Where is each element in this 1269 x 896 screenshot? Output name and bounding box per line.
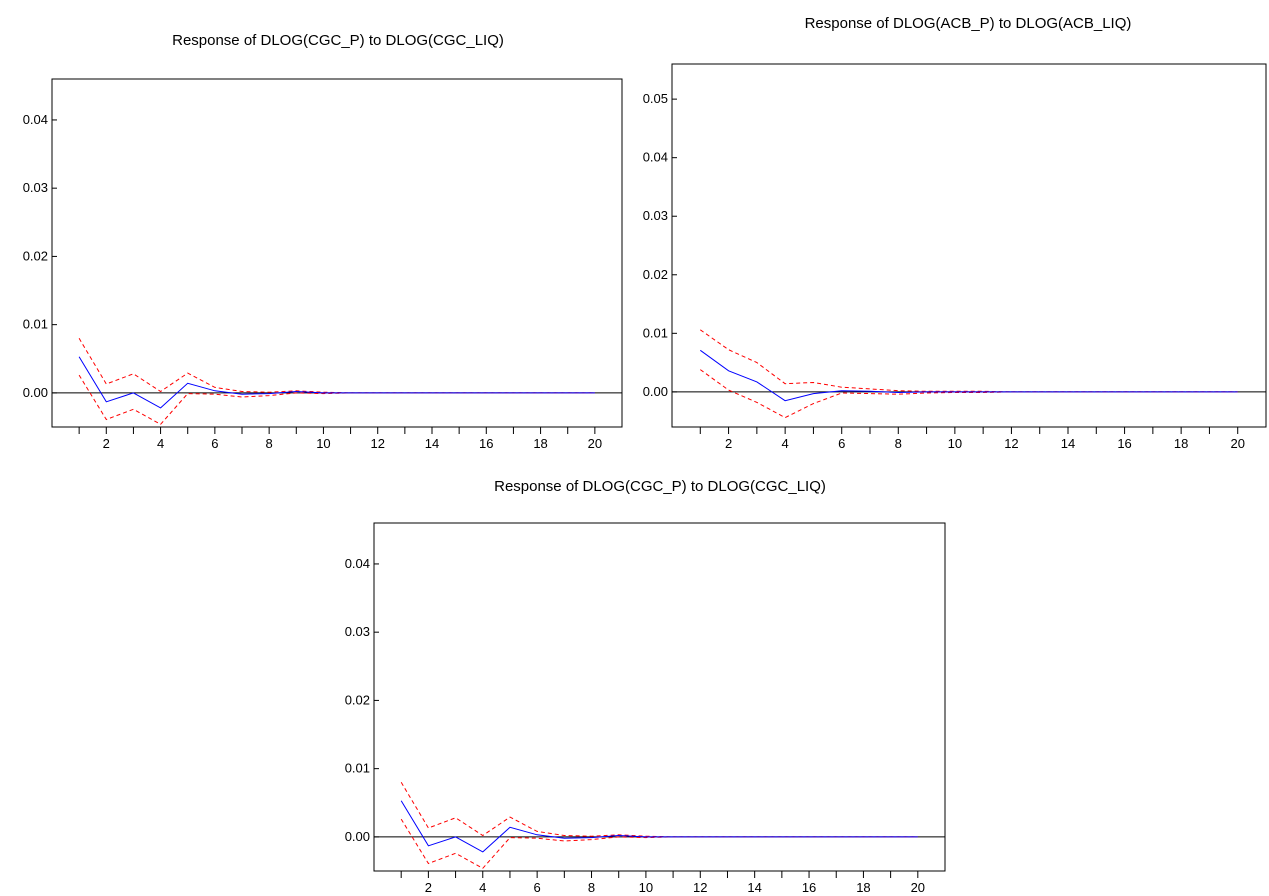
y-tick-label: 0.03 — [345, 624, 370, 639]
confidence-band-line — [400, 782, 918, 838]
x-tick-label: 14 — [1061, 436, 1075, 451]
chart-title: Response of DLOG(CGC_P) to DLOG(CGC_LIQ) — [172, 32, 504, 49]
x-tick-label: 8 — [895, 436, 902, 451]
x-tick-label: 8 — [588, 880, 595, 895]
x-tick-label: 10 — [639, 880, 653, 895]
x-tick-label: 16 — [1117, 436, 1131, 451]
x-tick-label: 10 — [948, 436, 962, 451]
x-tick-label: 18 — [1174, 436, 1188, 451]
confidence-band-line — [78, 338, 595, 394]
x-tick-label: 16 — [802, 880, 816, 895]
x-tick-label: 10 — [316, 436, 330, 451]
y-tick-label: 0.01 — [643, 325, 668, 340]
y-tick-label: 0.03 — [23, 180, 48, 195]
y-tick-label: 0.00 — [23, 385, 48, 400]
y-tick-label: 0.04 — [643, 150, 668, 165]
confidence-band-line — [400, 818, 918, 869]
x-tick-label: 6 — [211, 436, 218, 451]
y-tick-label: 0.02 — [23, 248, 48, 263]
plot-frame — [51, 78, 623, 428]
x-tick-label: 14 — [425, 436, 439, 451]
plot-frame — [373, 522, 946, 872]
y-tick-label: 0.02 — [643, 267, 668, 282]
y-tick-label: 0.01 — [345, 761, 370, 776]
x-tick-label: 4 — [479, 880, 486, 895]
y-tick-label: 0.00 — [345, 829, 370, 844]
response-line — [78, 356, 595, 409]
x-tick-label: 18 — [533, 436, 547, 451]
chart-panel-3: Response of DLOG(CGC_P) to DLOG(CGC_LIQ)… — [345, 478, 946, 895]
y-tick-label: 0.02 — [345, 692, 370, 707]
x-tick-label: 12 — [1004, 436, 1018, 451]
confidence-band-line — [700, 329, 1238, 393]
y-tick-label: 0.04 — [345, 556, 370, 571]
x-tick-label: 6 — [838, 436, 845, 451]
chart-title: Response of DLOG(ACB_P) to DLOG(ACB_LIQ) — [805, 15, 1132, 32]
confidence-band-line — [78, 374, 595, 425]
x-tick-label: 2 — [103, 436, 110, 451]
x-tick-label: 12 — [693, 880, 707, 895]
x-tick-label: 2 — [425, 880, 432, 895]
x-tick-label: 8 — [266, 436, 273, 451]
x-tick-label: 18 — [856, 880, 870, 895]
y-tick-label: 0.04 — [23, 112, 48, 127]
response-line — [400, 800, 918, 853]
x-tick-label: 12 — [370, 436, 384, 451]
plot-frame — [671, 63, 1267, 428]
confidence-band-line — [700, 369, 1238, 419]
y-tick-label: 0.05 — [643, 91, 668, 106]
x-tick-label: 14 — [747, 880, 761, 895]
chart-title: Response of DLOG(CGC_P) to DLOG(CGC_LIQ) — [494, 478, 826, 495]
response-line — [700, 349, 1238, 402]
chart-panel-2: Response of DLOG(ACB_P) to DLOG(ACB_LIQ)… — [643, 15, 1267, 451]
x-tick-label: 4 — [157, 436, 164, 451]
y-tick-label: 0.01 — [23, 317, 48, 332]
y-tick-label: 0.03 — [643, 208, 668, 223]
x-tick-label: 6 — [534, 880, 541, 895]
x-tick-label: 2 — [725, 436, 732, 451]
x-tick-label: 4 — [782, 436, 789, 451]
y-tick-label: 0.00 — [643, 384, 668, 399]
x-tick-label: 20 — [1230, 436, 1244, 451]
chart-panel-1: Response of DLOG(CGC_P) to DLOG(CGC_LIQ)… — [23, 32, 623, 451]
x-tick-label: 16 — [479, 436, 493, 451]
x-tick-label: 20 — [588, 436, 602, 451]
x-tick-label: 20 — [911, 880, 925, 895]
